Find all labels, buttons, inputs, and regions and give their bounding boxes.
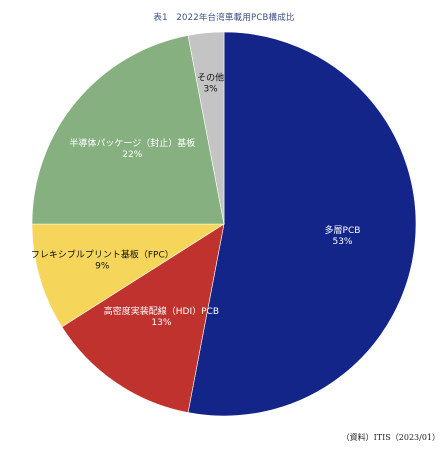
chart-title: 表1 2022年台湾車載用PCB構成比 [153, 13, 295, 23]
slice-category-label: 半導体パッケージ（封止）基板 [69, 137, 195, 149]
slice-category-label: その他 [197, 72, 224, 84]
slice-value-label: 22% [122, 150, 142, 160]
slice-category-label: 高密度実装配線（HDI）PCB [104, 305, 219, 317]
pie-slice [187, 31, 225, 225]
pie-slice [187, 31, 417, 417]
slice-category-label: 多層PCB [325, 224, 361, 236]
slice-value-label: 13% [151, 318, 171, 328]
pie-slice [31, 223, 226, 328]
source-note: （資料）ITIS（2023/01） [341, 433, 440, 442]
slice-value-label: 53% [332, 237, 352, 247]
slice-value-label: 3% [203, 85, 218, 95]
pie-slice [31, 35, 225, 225]
pie-slice [61, 223, 225, 413]
slice-category-label: フレキシブルプリント基板（FPC） [31, 248, 174, 260]
slice-value-label: 9% [95, 261, 110, 271]
